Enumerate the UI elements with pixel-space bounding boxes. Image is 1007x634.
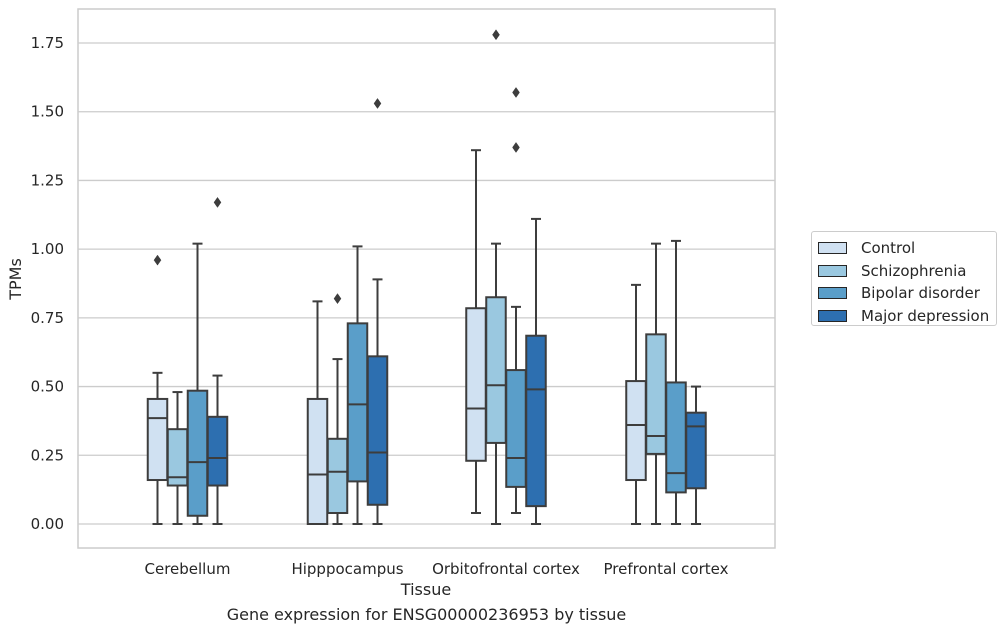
box (206, 415, 229, 487)
x-tick-label: Prefrontal cortex (604, 560, 729, 578)
y-tick-label: 0.00 (31, 515, 64, 533)
box-hipppocampus (326, 293, 349, 525)
chart-caption: Gene expression for ENSG00000236953 by t… (226, 605, 627, 624)
outlier-marker (153, 254, 162, 266)
x-tick-label: Orbitofrontal cortex (432, 560, 580, 578)
box-orbitofrontal-cortex (525, 217, 547, 525)
box-orbitofrontal-cortex (485, 29, 507, 525)
series-bipolar-disorder (186, 87, 687, 525)
legend-item-bipolar-disorder: Bipolar disorder (818, 282, 996, 305)
y-tick-label: 1.75 (31, 34, 64, 52)
legend-swatch (818, 242, 847, 255)
box-prefrontal-cortex (665, 239, 687, 525)
x-tick-label: Hipppocampus (291, 560, 403, 578)
outlier-marker (333, 293, 342, 305)
y-tick-label: 0.50 (31, 378, 64, 396)
plot-frame (77, 8, 776, 549)
box-hipppocampus (306, 300, 329, 525)
legend-item-schizophrenia: Schizophrenia (818, 260, 996, 283)
legend-item-major-depression: Major depression (818, 305, 996, 328)
box-cerebellum (166, 391, 189, 525)
legend-label: Bipolar disorder (861, 284, 980, 303)
y-tick-label: 1.25 (31, 171, 64, 189)
x-tick-labels: Cerebellum Hipppocampus Orbitofrontal cort… (145, 560, 729, 578)
legend-swatch (818, 309, 847, 322)
outlier-marker (512, 87, 520, 98)
box (366, 355, 389, 506)
outlier-marker (213, 196, 222, 208)
legend-swatch (818, 264, 847, 277)
x-axis-label: Tissue (400, 580, 451, 599)
box (505, 369, 527, 488)
legend-label: Schizophrenia (861, 261, 967, 280)
y-tick-label: 0.75 (31, 309, 64, 327)
box (525, 334, 547, 508)
legend-label: Control (861, 239, 916, 258)
y-tick-label: 0.25 (31, 446, 64, 464)
box-cerebellum (146, 254, 169, 525)
y-tick-label: 1.50 (31, 103, 64, 121)
legend-label: Major depression (861, 306, 990, 325)
box (186, 389, 209, 517)
outlier-marker (373, 98, 382, 109)
box (346, 322, 369, 483)
series-control (146, 149, 647, 525)
box-prefrontal-cortex (685, 385, 707, 525)
box (685, 411, 707, 490)
box (146, 397, 169, 482)
y-tick-labels: 0.00 0.25 0.50 0.75 1.00 1.25 1.50 1.75 (31, 34, 64, 533)
box-prefrontal-cortex (645, 242, 667, 525)
box (665, 381, 687, 494)
series-major-depression (206, 98, 707, 525)
series-schizophrenia (166, 29, 667, 525)
box (625, 380, 647, 482)
box-hipppocampus (346, 245, 369, 525)
legend-swatch (818, 287, 847, 300)
box-cerebellum (186, 242, 209, 525)
y-axis-label: TPMs (6, 258, 25, 301)
outlier-marker (512, 142, 520, 153)
box (306, 397, 329, 525)
outlier-marker (492, 29, 500, 41)
y-tick-label: 1.00 (31, 240, 64, 258)
legend-item-control: Control (818, 237, 996, 260)
box-hipppocampus (366, 98, 389, 525)
box-groups (146, 29, 707, 525)
x-tick-label: Cerebellum (145, 560, 231, 578)
box (465, 307, 487, 462)
box-prefrontal-cortex (625, 283, 647, 525)
box-orbitofrontal-cortex (505, 87, 527, 515)
box (326, 437, 349, 515)
box-orbitofrontal-cortex (465, 149, 487, 515)
box-cerebellum (206, 196, 229, 525)
legend: Control Schizophrenia Bipolar disorder M… (811, 231, 997, 326)
box (485, 296, 507, 444)
